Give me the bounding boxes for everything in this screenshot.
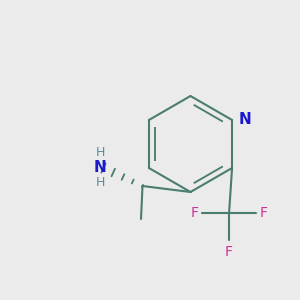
Text: H: H [96,176,105,189]
Text: F: F [260,206,268,220]
Text: H: H [96,146,105,159]
Text: F: F [225,244,233,259]
Text: N: N [94,160,107,175]
Text: F: F [190,206,199,220]
Text: N: N [239,112,251,128]
